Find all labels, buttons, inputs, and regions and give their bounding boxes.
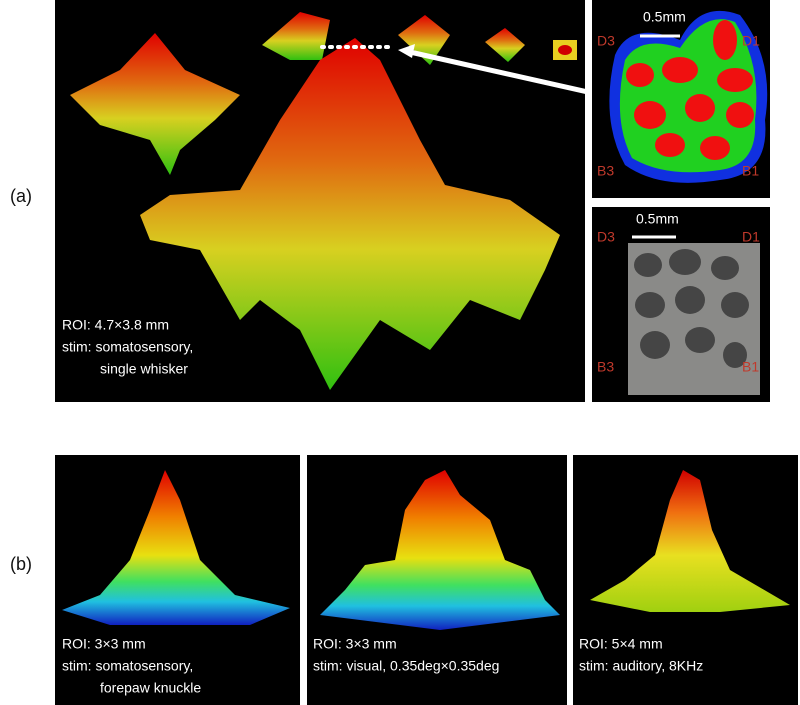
corner-label: D3 xyxy=(597,33,615,49)
corner-label: B1 xyxy=(742,163,759,179)
caption-line: ROI: 3×3 mm xyxy=(62,636,146,652)
caption-line: single whisker xyxy=(100,361,188,377)
corner-label: B3 xyxy=(597,163,614,179)
peak-3d xyxy=(320,470,560,630)
histology-barrels xyxy=(634,249,749,368)
caption-line: stim: auditory, 8KHz xyxy=(579,658,703,674)
caption-line: stim: somatosensory, xyxy=(62,658,193,674)
corner-label: D3 xyxy=(597,229,615,245)
caption-line: stim: visual, 0.35deg×0.35deg xyxy=(313,658,499,674)
caption-line: stim: somatosensory, xyxy=(62,339,193,355)
peak-3d xyxy=(62,470,290,625)
arrow-head xyxy=(398,44,415,58)
peak-3d xyxy=(590,470,790,612)
peak-3d xyxy=(398,15,450,65)
scale-label: 0.5mm xyxy=(636,211,679,227)
barrel-blobs xyxy=(626,20,754,160)
panel-label: (b) xyxy=(10,554,32,574)
peak-3d xyxy=(558,45,572,55)
peak-3d xyxy=(262,12,330,60)
corner-label: D1 xyxy=(742,229,760,245)
caption-line: forepaw knuckle xyxy=(100,680,201,696)
corner-label: B3 xyxy=(597,359,614,375)
peak-3d xyxy=(140,38,560,390)
caption-line: ROI: 3×3 mm xyxy=(313,636,397,652)
peak-3d xyxy=(70,33,240,175)
corner-label: D1 xyxy=(742,33,760,49)
peak-3d xyxy=(485,28,525,62)
corner-label: B1 xyxy=(742,359,759,375)
caption-line: ROI: 5×4 mm xyxy=(579,636,663,652)
scale-label: 0.5mm xyxy=(643,9,686,25)
caption-line: ROI: 4.7×3.8 mm xyxy=(62,317,169,333)
panel-label: (a) xyxy=(10,186,32,206)
